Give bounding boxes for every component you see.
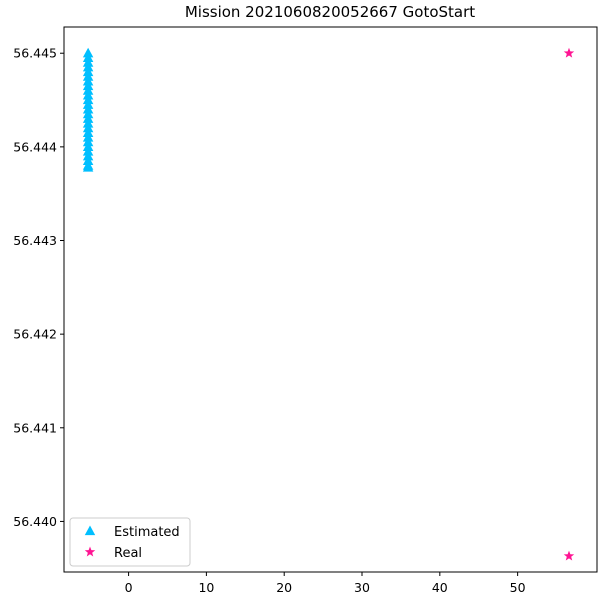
legend-label: Real — [114, 546, 142, 561]
x-tick-label: 30 — [354, 580, 370, 595]
series-estimated — [82, 47, 94, 172]
legend-frame — [69, 517, 191, 567]
x-tick-label: 40 — [432, 580, 448, 595]
y-tick-label: 56.441 — [13, 420, 57, 435]
x-axis: 0 10 20 30 40 50 — [125, 572, 526, 595]
x-tick-label: 0 — [125, 580, 133, 595]
data-point — [563, 550, 575, 561]
y-axis: 56.440 56.441 56.442 56.443 56.444 56.445 — [13, 46, 64, 529]
chart-title: Mission 2021060820052667 GotoStart — [185, 3, 475, 21]
data-point — [563, 47, 575, 58]
legend-marker-estimated — [84, 525, 96, 536]
y-tick-label: 56.440 — [13, 514, 57, 529]
legend: Estimated Real — [69, 517, 191, 567]
x-tick-label: 10 — [198, 580, 214, 595]
y-tick-label: 56.443 — [13, 233, 57, 248]
plot-area — [64, 27, 597, 572]
data-point — [82, 161, 94, 172]
series-real — [563, 47, 575, 561]
y-tick-label: 56.444 — [13, 139, 57, 154]
y-tick-label: 56.445 — [13, 46, 57, 61]
y-tick-label: 56.442 — [13, 327, 57, 342]
x-tick-label: 20 — [276, 580, 292, 595]
legend-label: Estimated — [114, 525, 180, 540]
data-points — [82, 47, 575, 561]
x-tick-label: 50 — [510, 580, 526, 595]
plot-frame — [63, 26, 598, 573]
legend-marker-real — [84, 546, 96, 557]
